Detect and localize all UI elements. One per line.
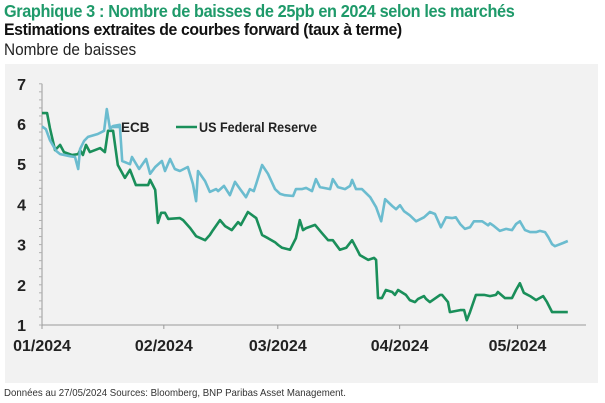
series-line-us-federal-reserve [42, 111, 568, 322]
axes: 1 2 3 4 5 6 7 01/2024 02/2024 03/2024 04/2024 05/20… [13, 77, 586, 355]
chart-title: Graphique 3 : Nombre de baisses de 25pb … [4, 1, 515, 21]
y-tick-label: 4 [17, 197, 26, 214]
legend: ECB US Federal Reserve [110, 120, 317, 135]
series-lines [41, 107, 569, 322]
chart-subtitle: Estimations extraites de courbes forward… [4, 20, 402, 39]
y-tick-label: 6 [17, 117, 26, 134]
legend-fed-label: US Federal Reserve [199, 120, 317, 135]
y-tick-label: 7 [17, 77, 26, 94]
x-tick-label: 04/2024 [371, 338, 429, 355]
y-axis-unit-label: Nombre de baisses [4, 41, 137, 59]
y-tick-label: 2 [17, 278, 26, 295]
x-tick-label: 05/2024 [489, 338, 547, 355]
source-note: Données au 27/05/2024 Sources: Bloomberg… [4, 387, 346, 399]
x-tick-label: 02/2024 [135, 338, 193, 355]
y-tick-label: 1 [17, 318, 26, 335]
y-tick-label: 3 [17, 238, 26, 255]
legend-ecb-label: ECB [121, 120, 150, 135]
y-tick-label: 5 [17, 157, 26, 174]
x-tick-label: 03/2024 [249, 338, 307, 355]
series-line-ecb [41, 107, 569, 248]
x-tick-label: 01/2024 [13, 338, 71, 355]
